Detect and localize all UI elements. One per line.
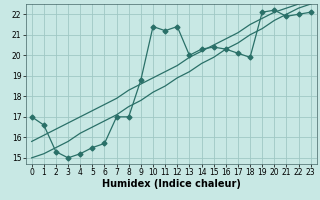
X-axis label: Humidex (Indice chaleur): Humidex (Indice chaleur) — [102, 179, 241, 189]
